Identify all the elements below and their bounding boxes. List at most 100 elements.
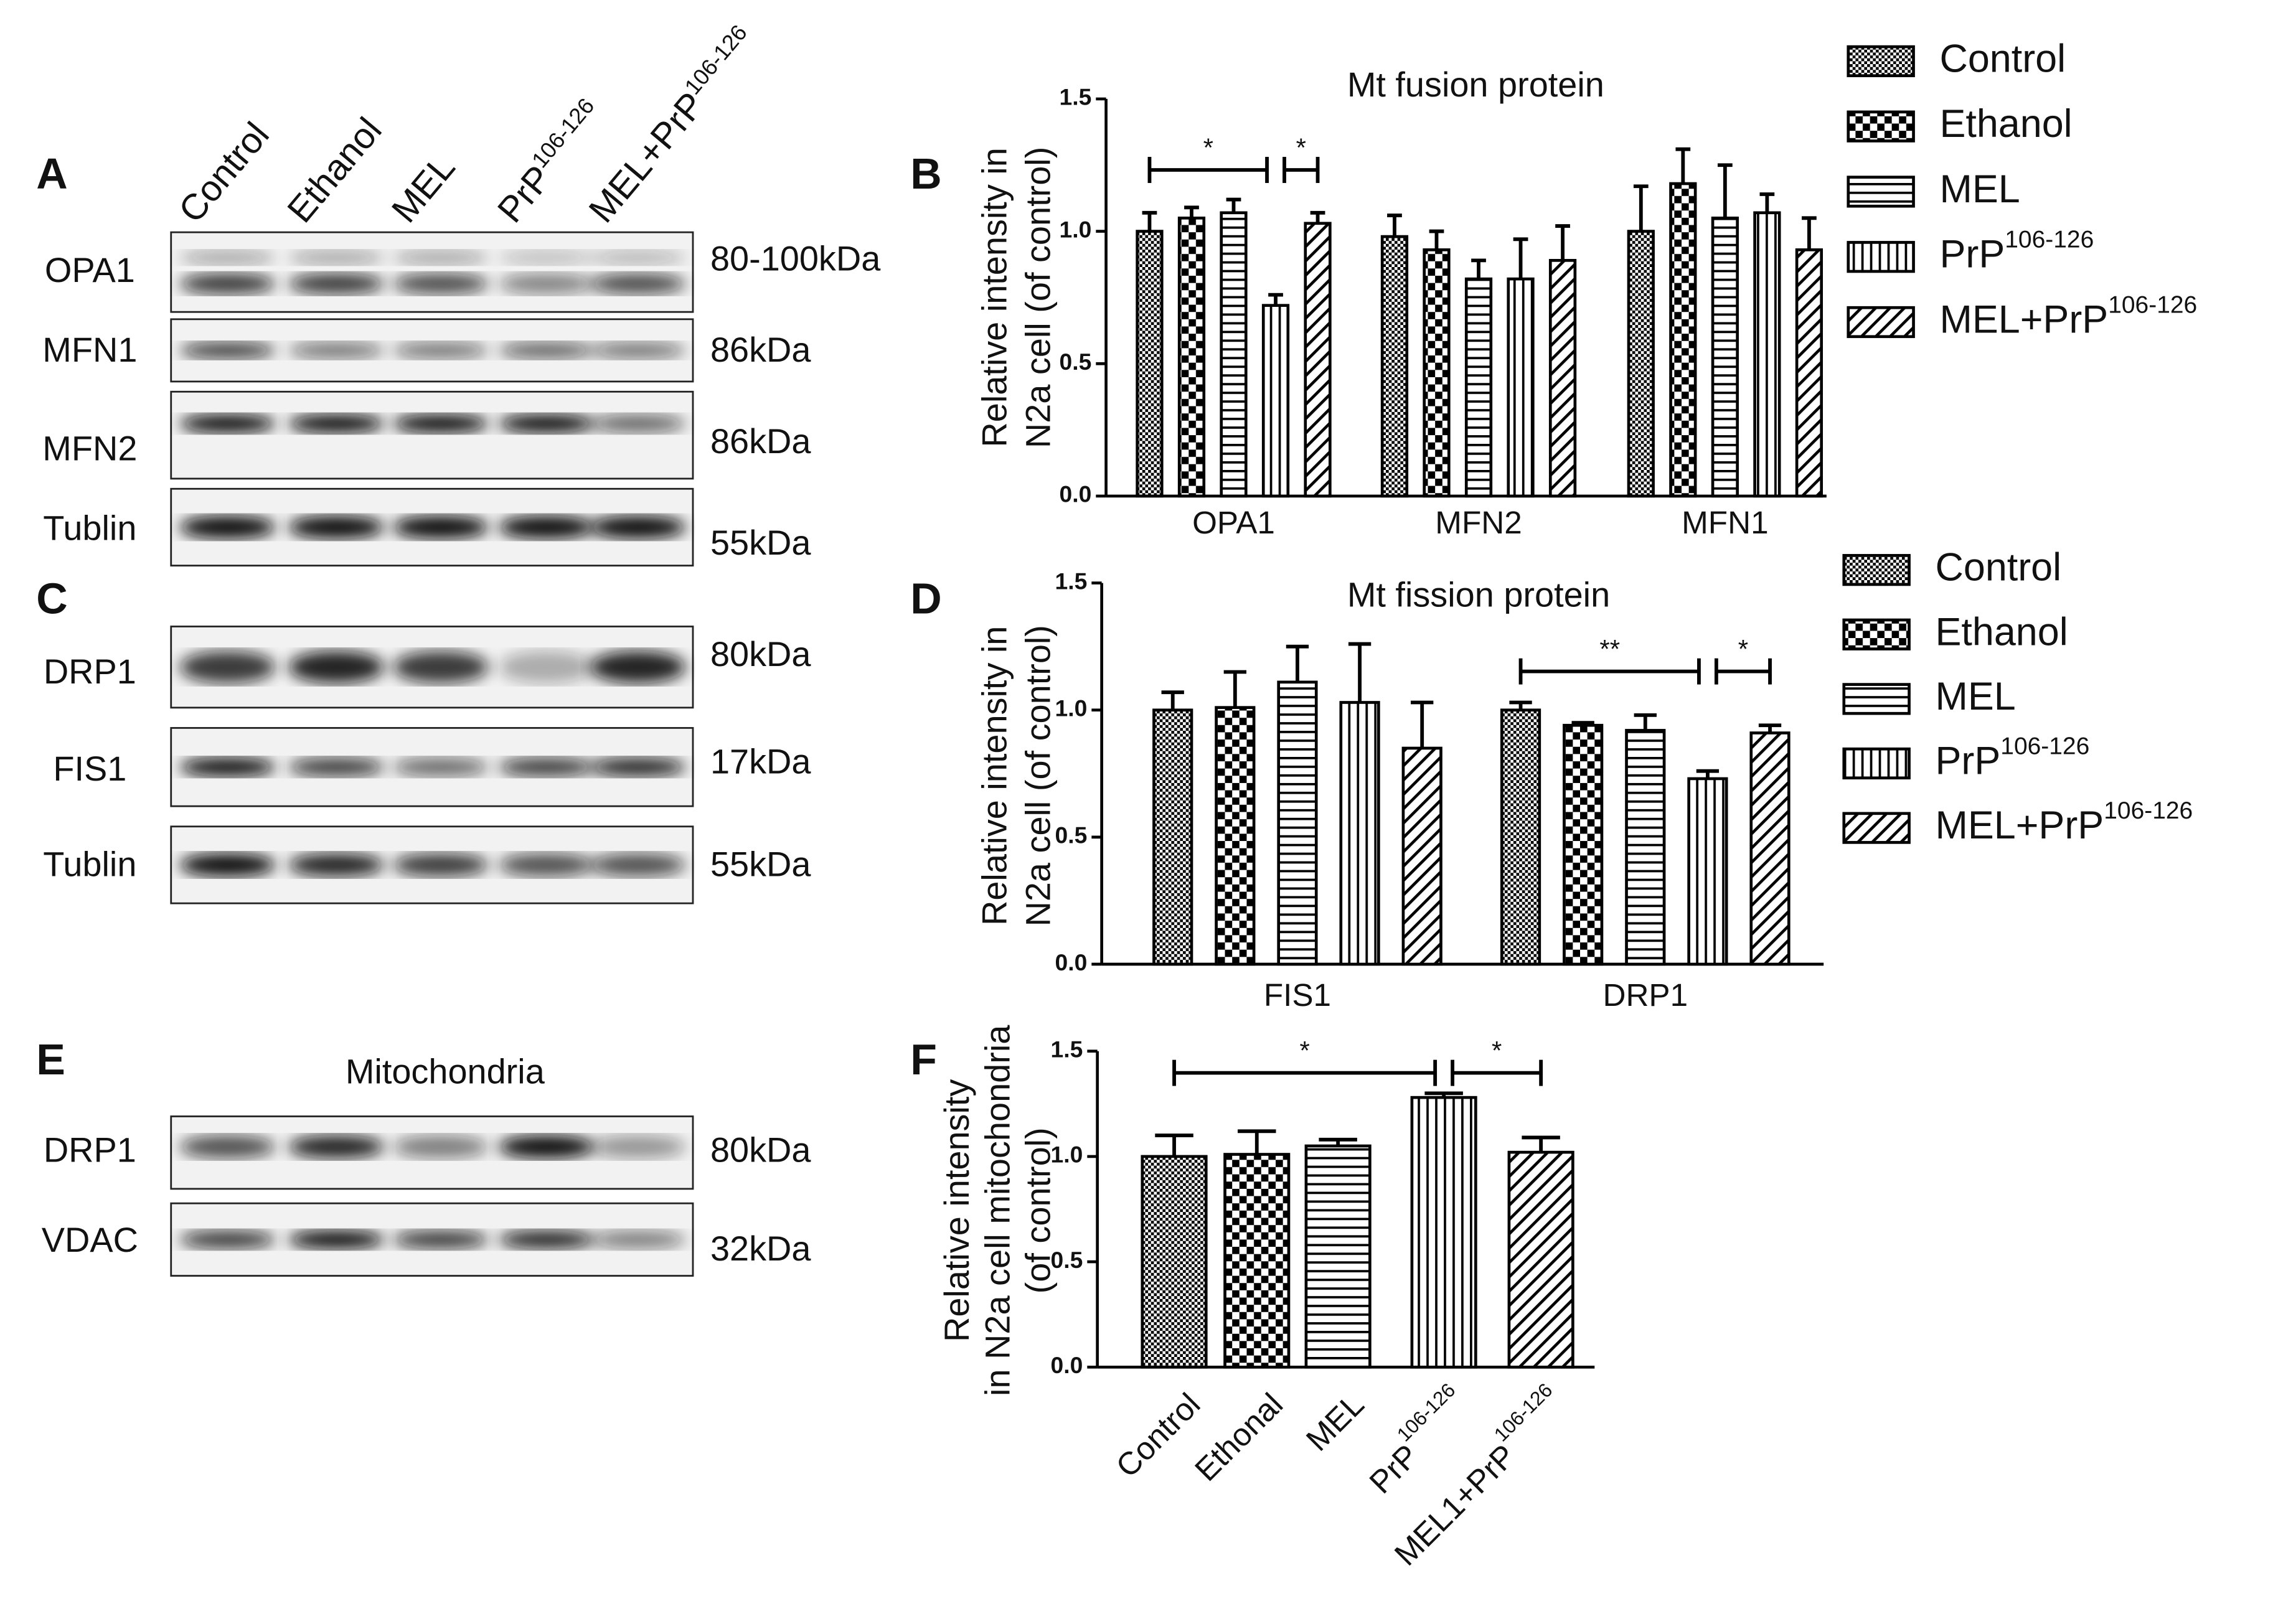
bar: [1625, 729, 1666, 966]
bar: [1507, 1150, 1574, 1369]
blot-size-label: 32kDa: [710, 1229, 811, 1268]
blot-band: [179, 273, 276, 294]
blot-band: [179, 1230, 276, 1249]
legend-label: PrP106-126: [1939, 227, 2094, 276]
blot-band: [393, 515, 489, 539]
legend-swatch: [1842, 812, 1911, 844]
blot-row-label: DRP1: [44, 1130, 136, 1169]
lane-label: Control: [171, 115, 277, 230]
legend-label: Ethanol: [1935, 610, 2068, 654]
legend-label-main: MEL+PrP: [1935, 804, 2104, 847]
blot-row-label: Tublin: [43, 509, 136, 548]
y-tick-label: 0.0: [1055, 949, 1088, 975]
legend-swatch: [1847, 241, 1915, 273]
bar: [1507, 277, 1535, 498]
x-tick-label: MFN2: [1435, 505, 1522, 540]
x-tick-label-main: Ethonal: [1188, 1386, 1289, 1488]
bar: [1304, 222, 1332, 498]
y-tick-label: 1.0: [1051, 1142, 1083, 1168]
blot-frame: [170, 231, 694, 313]
y-tick-label: 1.5: [1051, 1036, 1083, 1063]
blot-band: [288, 273, 385, 294]
legend-swatch: [1842, 747, 1911, 780]
panel-label: C: [36, 574, 67, 622]
panel-label: F: [910, 1035, 937, 1084]
legend-label-sup: 106-126: [2104, 797, 2193, 824]
blot-band: [498, 273, 595, 294]
y-tick-label: 0.5: [1055, 822, 1088, 848]
legend-label-main: MEL+PrP: [1939, 298, 2108, 341]
legend-label-main: PrP: [1939, 232, 2005, 276]
significance-label: *: [1492, 1036, 1502, 1065]
bar: [1304, 1144, 1372, 1369]
blot-band: [288, 853, 385, 877]
bar: [1261, 304, 1290, 498]
blot-size-label: 86kDa: [710, 330, 811, 369]
significance-label: *: [1203, 133, 1213, 162]
blot-row-label: FIS1: [53, 749, 126, 788]
bar: [1339, 701, 1380, 966]
blot-band: [498, 250, 595, 265]
y-tick-label: 1.5: [1055, 568, 1088, 594]
legend-swatch: [1847, 176, 1915, 208]
y-tick-label: 0.0: [1051, 1352, 1083, 1378]
x-tick-label: DRP1: [1602, 977, 1688, 1013]
blot-band: [498, 758, 595, 777]
significance-label: *: [1299, 1036, 1309, 1065]
lane-label-sup: 106-126: [679, 20, 752, 100]
x-tick-label: OPA1: [1192, 505, 1275, 540]
legend-label: Control: [1935, 545, 2061, 589]
blot-band: [288, 758, 385, 777]
significance-label: **: [1599, 634, 1620, 664]
lane-label-main: MEL+PrP: [581, 85, 712, 230]
blot-row-label: OPA1: [45, 250, 135, 289]
x-tick-label: Ethonal: [1188, 1386, 1289, 1488]
significance-label: *: [1296, 133, 1306, 162]
y-tick-label: 0.0: [1060, 481, 1092, 507]
blot-band: [590, 515, 686, 539]
blot-band: [393, 758, 489, 777]
blot-frame: [170, 390, 694, 480]
panel-label: B: [910, 149, 941, 198]
bar: [1711, 216, 1739, 498]
legend-label-sup: 106-126: [2000, 733, 2089, 760]
panel-label: D: [910, 574, 941, 622]
bar: [1141, 1155, 1208, 1369]
y-tick-label: 0.5: [1060, 349, 1092, 375]
blot-size-label: 80-100kDa: [710, 238, 881, 278]
bar: [1548, 259, 1577, 498]
bar: [1215, 706, 1256, 966]
legend-label-sup: 106-126: [2005, 227, 2094, 253]
blot-band: [393, 1135, 489, 1158]
bar: [1136, 230, 1164, 498]
blot-band: [590, 273, 686, 294]
legend-swatch: [1847, 110, 1915, 143]
blot-band: [590, 342, 686, 359]
bar: [1423, 248, 1451, 498]
bar: [1177, 216, 1206, 498]
blot-band: [498, 515, 595, 539]
legend-swatch: [1842, 618, 1911, 650]
panel-label: E: [36, 1035, 65, 1084]
lane-label-main: MEL: [384, 147, 463, 230]
x-tick-label-sup: 106-126: [1490, 1379, 1557, 1446]
blot-band: [288, 515, 385, 539]
blot-band: [179, 650, 276, 683]
blot-band: [590, 650, 686, 683]
bar: [1223, 1153, 1291, 1369]
blot-row-label: Tublin: [43, 845, 136, 884]
y-tick-label: 1.5: [1060, 84, 1092, 110]
legend-label-main: Ethanol: [1935, 610, 2068, 654]
bar: [1380, 235, 1409, 498]
blot-band: [179, 758, 276, 777]
blot-band: [288, 1230, 385, 1249]
legend-swatch: [1847, 306, 1915, 339]
blot-band: [288, 1135, 385, 1158]
blot-band: [590, 853, 686, 877]
legend-label-sup: 106-126: [2108, 292, 2197, 319]
blot-band: [393, 1230, 489, 1249]
blot-row-label: MFN2: [42, 428, 137, 467]
y-axis-label: in N2a cell mitochondria: [977, 1025, 1017, 1396]
blot-band: [288, 414, 385, 433]
blot-band: [179, 1135, 276, 1158]
